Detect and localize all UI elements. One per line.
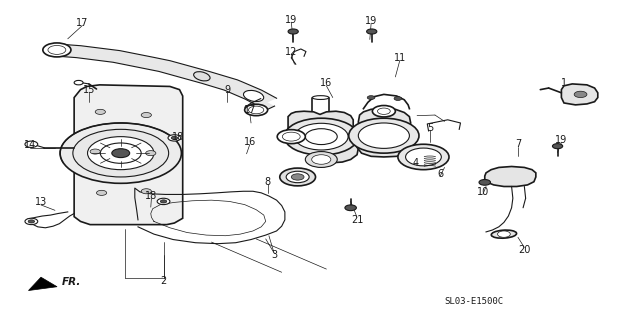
Text: 19: 19	[365, 16, 377, 26]
Text: 21: 21	[351, 215, 364, 225]
Text: FR.: FR.	[62, 278, 81, 287]
Text: 2: 2	[161, 276, 166, 286]
Circle shape	[88, 137, 154, 170]
Circle shape	[552, 144, 563, 149]
Circle shape	[141, 113, 152, 118]
Circle shape	[25, 218, 38, 225]
Text: SL03-E1500C: SL03-E1500C	[445, 297, 504, 306]
Circle shape	[378, 108, 390, 115]
Circle shape	[288, 29, 298, 34]
Ellipse shape	[312, 96, 329, 100]
Text: 11: 11	[394, 53, 406, 63]
Circle shape	[100, 143, 141, 163]
Text: 17: 17	[244, 105, 256, 115]
Circle shape	[291, 174, 304, 180]
Text: 14: 14	[24, 140, 36, 150]
Text: 4: 4	[413, 158, 419, 168]
Text: 6: 6	[437, 169, 443, 179]
Circle shape	[345, 205, 356, 211]
Text: 16: 16	[320, 78, 333, 88]
Circle shape	[358, 123, 410, 148]
Text: 13: 13	[35, 197, 47, 207]
Circle shape	[25, 141, 38, 147]
Polygon shape	[355, 109, 415, 157]
Circle shape	[286, 171, 309, 183]
Text: 15: 15	[83, 85, 95, 95]
Text: 9: 9	[225, 85, 230, 95]
Text: 1: 1	[561, 78, 567, 88]
Circle shape	[43, 43, 71, 57]
Ellipse shape	[194, 72, 210, 81]
Text: 18: 18	[145, 191, 157, 201]
Text: 7: 7	[515, 139, 521, 149]
Circle shape	[95, 109, 106, 115]
Circle shape	[168, 135, 180, 141]
Circle shape	[172, 136, 177, 139]
Text: 20: 20	[518, 245, 531, 255]
Circle shape	[574, 91, 587, 98]
Circle shape	[90, 149, 100, 154]
Polygon shape	[484, 167, 536, 187]
Circle shape	[282, 132, 300, 141]
Polygon shape	[288, 111, 358, 163]
Polygon shape	[561, 84, 598, 105]
Circle shape	[394, 97, 402, 100]
Circle shape	[372, 106, 396, 117]
Circle shape	[60, 123, 181, 183]
Circle shape	[305, 129, 337, 145]
Circle shape	[305, 152, 337, 167]
Circle shape	[28, 220, 35, 223]
Circle shape	[497, 231, 510, 237]
Circle shape	[398, 144, 449, 170]
Text: 12: 12	[285, 47, 298, 56]
Circle shape	[244, 104, 268, 116]
Circle shape	[97, 190, 107, 196]
Circle shape	[294, 123, 348, 150]
Circle shape	[112, 149, 130, 158]
Text: 18: 18	[172, 132, 184, 142]
Circle shape	[146, 151, 156, 156]
Circle shape	[48, 46, 66, 54]
Circle shape	[277, 130, 305, 144]
Polygon shape	[74, 85, 182, 225]
Text: 16: 16	[244, 137, 256, 147]
Polygon shape	[53, 44, 276, 107]
Text: 19: 19	[285, 15, 298, 25]
Circle shape	[479, 180, 490, 185]
Circle shape	[248, 106, 264, 114]
Circle shape	[349, 118, 419, 153]
Circle shape	[280, 168, 316, 186]
Polygon shape	[28, 277, 57, 291]
Ellipse shape	[492, 230, 516, 238]
Text: 19: 19	[556, 135, 568, 145]
Text: 17: 17	[76, 18, 88, 28]
Circle shape	[284, 118, 358, 155]
Text: 5: 5	[427, 123, 433, 133]
Circle shape	[141, 189, 152, 194]
Circle shape	[73, 129, 169, 177]
Circle shape	[157, 198, 170, 204]
Text: 3: 3	[271, 250, 277, 260]
Circle shape	[161, 200, 167, 203]
Circle shape	[406, 148, 442, 166]
Circle shape	[312, 155, 331, 164]
Ellipse shape	[243, 90, 264, 101]
Circle shape	[367, 29, 377, 34]
Circle shape	[367, 96, 375, 100]
Polygon shape	[245, 99, 275, 113]
Text: 10: 10	[477, 187, 489, 197]
Text: 8: 8	[264, 177, 271, 187]
Circle shape	[74, 80, 83, 85]
